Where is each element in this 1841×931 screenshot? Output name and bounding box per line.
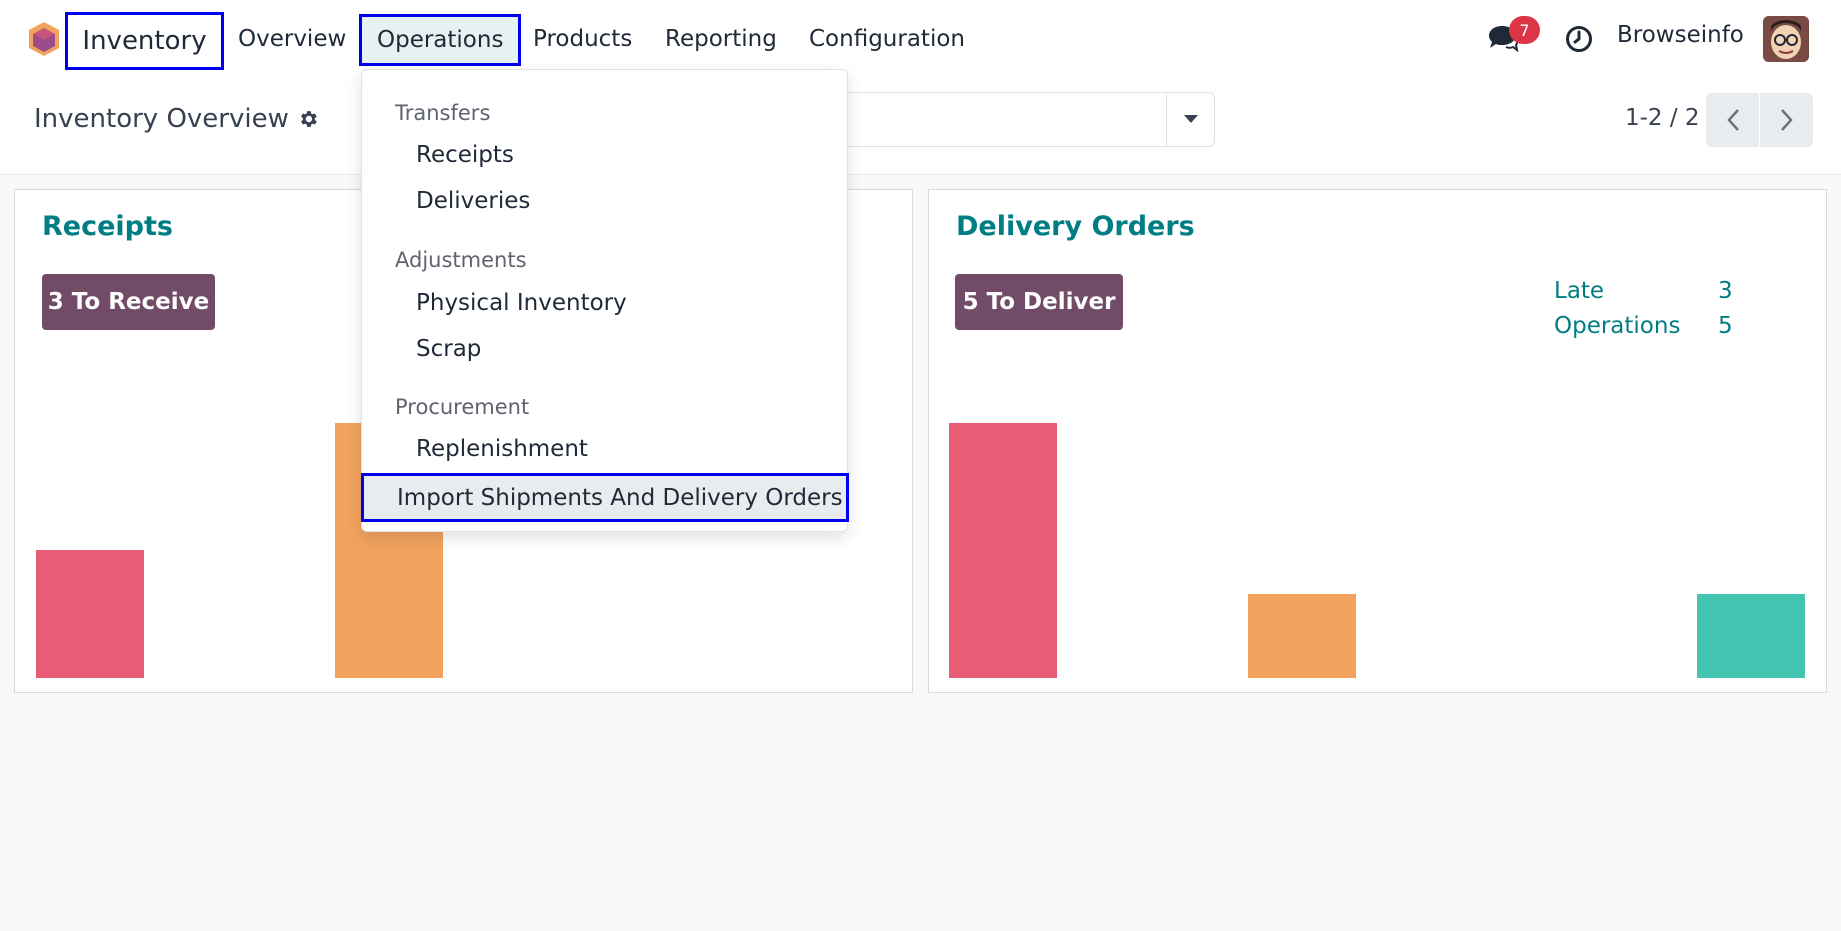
delivery-orders-card-title[interactable]: Delivery Orders [956, 211, 1195, 242]
receipts-card-title[interactable]: Receipts [42, 211, 173, 242]
pager-next-button[interactable] [1760, 93, 1813, 147]
pager-value[interactable]: 1-2 / 2 [1625, 105, 1700, 131]
user-menu-name[interactable]: Browseinfo [1617, 22, 1744, 48]
pager-previous-button[interactable] [1706, 93, 1759, 147]
dropdown-item-scrap[interactable]: Scrap [416, 336, 482, 362]
dropdown-header-transfers: Transfers [395, 101, 491, 125]
dropdown-item-deliveries[interactable]: Deliveries [416, 188, 531, 214]
menu-overview[interactable]: Overview [238, 26, 347, 52]
to-receive-button[interactable]: 3 To Receive [42, 274, 215, 330]
delivery-bar-2[interactable] [1248, 594, 1356, 678]
operations-value[interactable]: 5 [1718, 313, 1733, 339]
app-name-link[interactable]: Inventory [65, 12, 224, 70]
operations-label[interactable]: Operations [1554, 313, 1681, 339]
dropdown-item-replenishment[interactable]: Replenishment [416, 436, 588, 462]
clock-icon[interactable] [1565, 25, 1593, 53]
menu-configuration[interactable]: Configuration [809, 26, 965, 52]
delivery-bar-3[interactable] [1697, 594, 1805, 678]
late-value[interactable]: 3 [1718, 278, 1733, 304]
menu-reporting[interactable]: Reporting [665, 26, 777, 52]
dropdown-item-receipts[interactable]: Receipts [416, 142, 514, 168]
chevron-left-icon [1726, 109, 1739, 131]
delivery-orders-card [928, 189, 1827, 693]
late-label[interactable]: Late [1554, 278, 1605, 304]
dropdown-header-procurement: Procurement [395, 395, 530, 419]
caret-down-icon [1183, 115, 1198, 123]
menu-products[interactable]: Products [533, 26, 633, 52]
dropdown-item-import-shipments[interactable]: Import Shipments And Delivery Orders [361, 473, 849, 522]
dropdown-item-physical-inventory[interactable]: Physical Inventory [416, 290, 627, 316]
dropdown-header-adjustments: Adjustments [395, 248, 527, 272]
receipts-bar-1[interactable] [36, 550, 144, 678]
message-count-badge: 7 [1509, 16, 1540, 44]
page-title-text: Inventory Overview [34, 104, 289, 134]
search-input[interactable] [846, 92, 1166, 147]
search-options-toggle[interactable] [1166, 92, 1215, 147]
operations-dropdown-menu [361, 69, 848, 532]
delivery-bar-1[interactable] [949, 423, 1057, 678]
inventory-app-icon[interactable] [27, 20, 61, 58]
top-navbar: Inventory Overview Operations Products R… [0, 0, 1841, 79]
menu-operations[interactable]: Operations [359, 14, 522, 66]
user-avatar[interactable] [1763, 16, 1809, 62]
gear-icon[interactable] [297, 108, 319, 130]
to-deliver-button[interactable]: 5 To Deliver [955, 274, 1123, 330]
page-title: Inventory Overview [34, 104, 319, 134]
chevron-right-icon [1780, 109, 1793, 131]
